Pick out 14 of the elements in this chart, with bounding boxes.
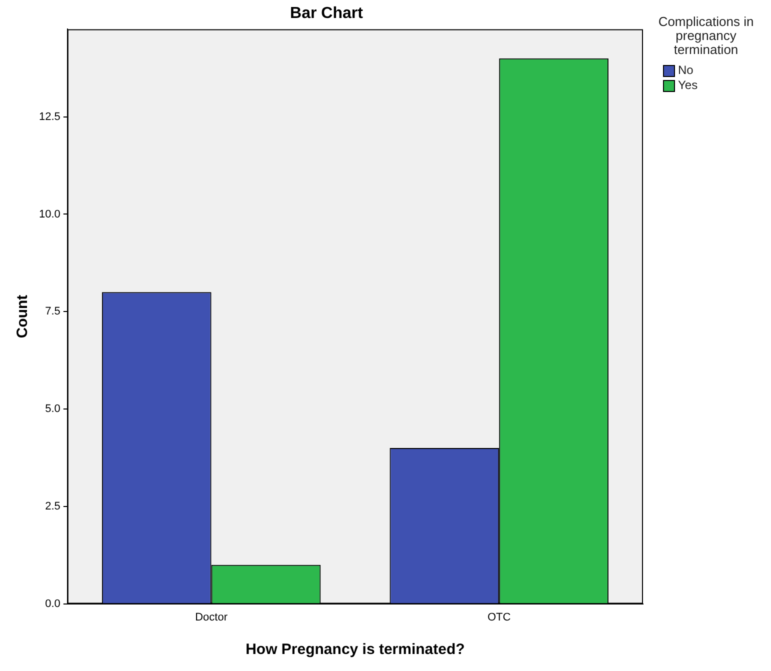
- legend-label: No: [678, 63, 694, 78]
- y-tick-label: 5.0: [45, 403, 60, 416]
- y-tick-label: 0.0: [45, 598, 60, 610]
- x-axis-title: How Pregnancy is terminated?: [246, 641, 465, 658]
- legend-title: Complications in pregnancy termination: [657, 14, 755, 58]
- x-tick-label: OTC: [487, 611, 511, 624]
- y-axis-title: Count: [14, 294, 32, 338]
- chart-title: Bar Chart: [290, 5, 364, 22]
- legend-label: Yes: [678, 78, 698, 94]
- y-tick-label: 10.0: [38, 208, 60, 220]
- y-tick-label: 2.5: [45, 500, 60, 512]
- x-tick-label: Doctor: [195, 611, 228, 624]
- y-tick-label: 12.5: [38, 110, 60, 123]
- y-tick-label: 7.5: [45, 306, 60, 318]
